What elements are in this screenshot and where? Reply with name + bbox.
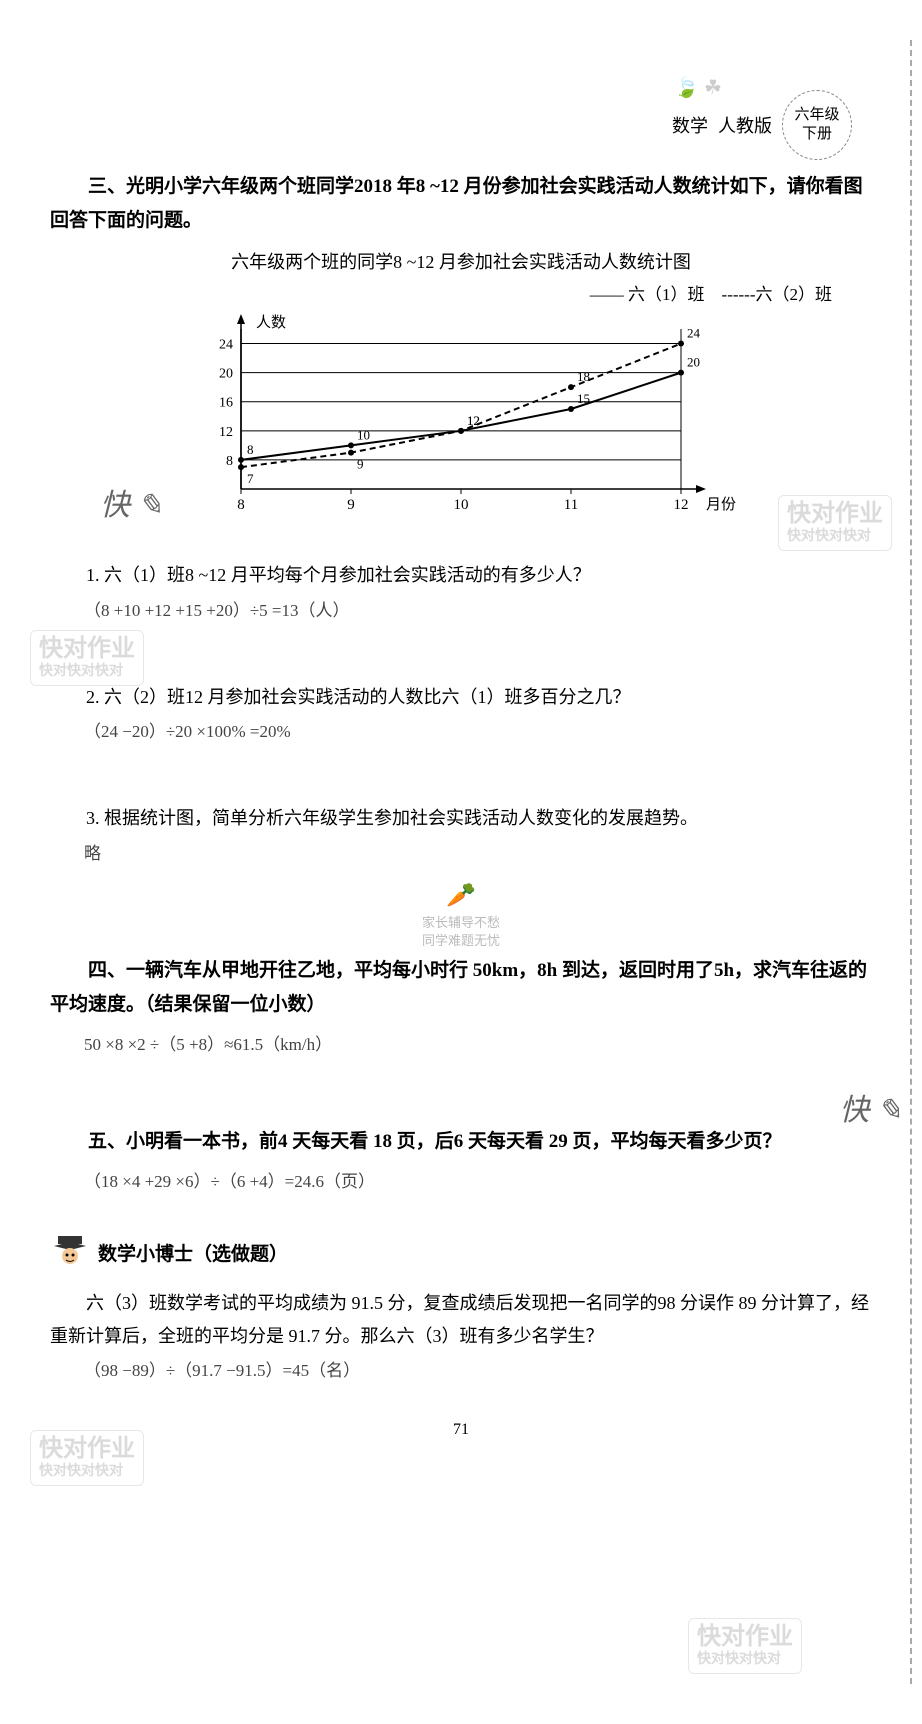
svg-text:24: 24 [219,338,233,353]
answer-5: （18 ×4 +29 ×6）÷（6 +4）=24.6（页） [84,1167,872,1192]
page-header: 数学 人教版 六年级 下册 [672,90,852,160]
svg-text:7: 7 [247,472,254,487]
chart-title: 六年级两个班的同学8 ~12 月参加社会实践活动人数统计图 [50,248,872,274]
svg-text:12: 12 [467,413,480,428]
watermark-left-1: 快对作业 快对快对快对 [30,630,144,686]
margin-dashed-line [910,40,912,1684]
answer-4: 50 ×8 ×2 ÷（5 +8）≈61.5（km/h） [84,1030,872,1055]
scribble-2: 快 ✎ [839,1085,902,1129]
svg-text:10: 10 [454,497,469,513]
svg-text:12: 12 [219,425,233,440]
answer-3-3: 略 [84,839,872,864]
svg-text:16: 16 [219,396,233,411]
svg-text:12: 12 [674,497,689,513]
question-3-3: 3. 根据统计图，简单分析六年级学生参加社会实践活动人数变化的发展趋势。 [50,802,872,834]
legend-class-1: —— 六（1）班 [590,285,705,304]
svg-text:月份: 月份 [706,496,736,513]
section-3-title: 三、光明小学六年级两个班同学2018 年8 ~12 月份参加社会实践活动人数统计… [50,170,872,238]
grade-badge: 六年级 下册 [782,90,852,160]
chart-svg: 81216202489101112人数月份81012152079121824 [181,309,741,529]
doctor-heading-text: 数学小博士（选做题） [98,1239,288,1266]
doctor-icon [50,1232,90,1272]
legend-class-2: ------六（2）班 [722,285,832,304]
svg-text:24: 24 [687,326,701,341]
page-number: 71 [50,1421,872,1439]
chart-legend: —— 六（1）班 ------六（2）班 [50,280,872,305]
svg-text:9: 9 [347,497,355,513]
question-3-1: 1. 六（1）班8 ~12 月平均每个月参加社会实践活动的有多少人？ [50,559,872,591]
watermark-right-2: 快对作业 快对快对快对 [688,1618,802,1674]
line-chart: 81216202489101112人数月份81012152079121824 [50,309,872,529]
grade-top: 六年级 [794,106,839,126]
center-watermark: 🥕 家长辅导不愁 同学难题无忧 [422,880,500,950]
svg-text:10: 10 [357,428,370,443]
answer-3-2: （24 −20）÷20 ×100% =20% [84,717,872,742]
question-3-2: 2. 六（2）班12 月参加社会实践活动的人数比六（1）班多百分之几？ [50,681,872,713]
doctor-answer: （98 −89）÷（91.7 −91.5）=45（名） [84,1356,872,1381]
section-5-title: 五、小明看一本书，前4 天每天看 18 页，后6 天每天看 29 页，平均每天看… [50,1125,872,1159]
svg-text:18: 18 [577,370,590,385]
doctor-heading: 数学小博士（选做题） [50,1232,872,1272]
answer-3-1: （8 +10 +12 +15 +20）÷5 =13（人） [84,596,872,621]
svg-text:20: 20 [687,355,700,370]
svg-text:人数: 人数 [256,314,286,331]
doctor-question: 六（3）班数学考试的平均成绩为 91.5 分，复查成绩后发现把一名同学的98 分… [50,1287,872,1352]
grade-bottom: 下册 [802,125,832,145]
svg-text:20: 20 [219,367,233,382]
svg-text:8: 8 [226,454,233,469]
section-4-title: 四、一辆汽车从甲地开往乙地，平均每小时行 50km，8h 到达，返回时用了5h，… [50,954,872,1022]
svg-text:11: 11 [564,497,578,513]
svg-text:8: 8 [247,442,254,457]
page-content: 三、光明小学六年级两个班同学2018 年8 ~12 月份参加社会实践活动人数统计… [50,170,872,1439]
svg-text:9: 9 [357,457,364,472]
edition-label: 人教版 [718,112,772,138]
svg-text:8: 8 [237,497,245,513]
subject-label: 数学 [672,112,708,138]
svg-text:15: 15 [577,391,590,406]
